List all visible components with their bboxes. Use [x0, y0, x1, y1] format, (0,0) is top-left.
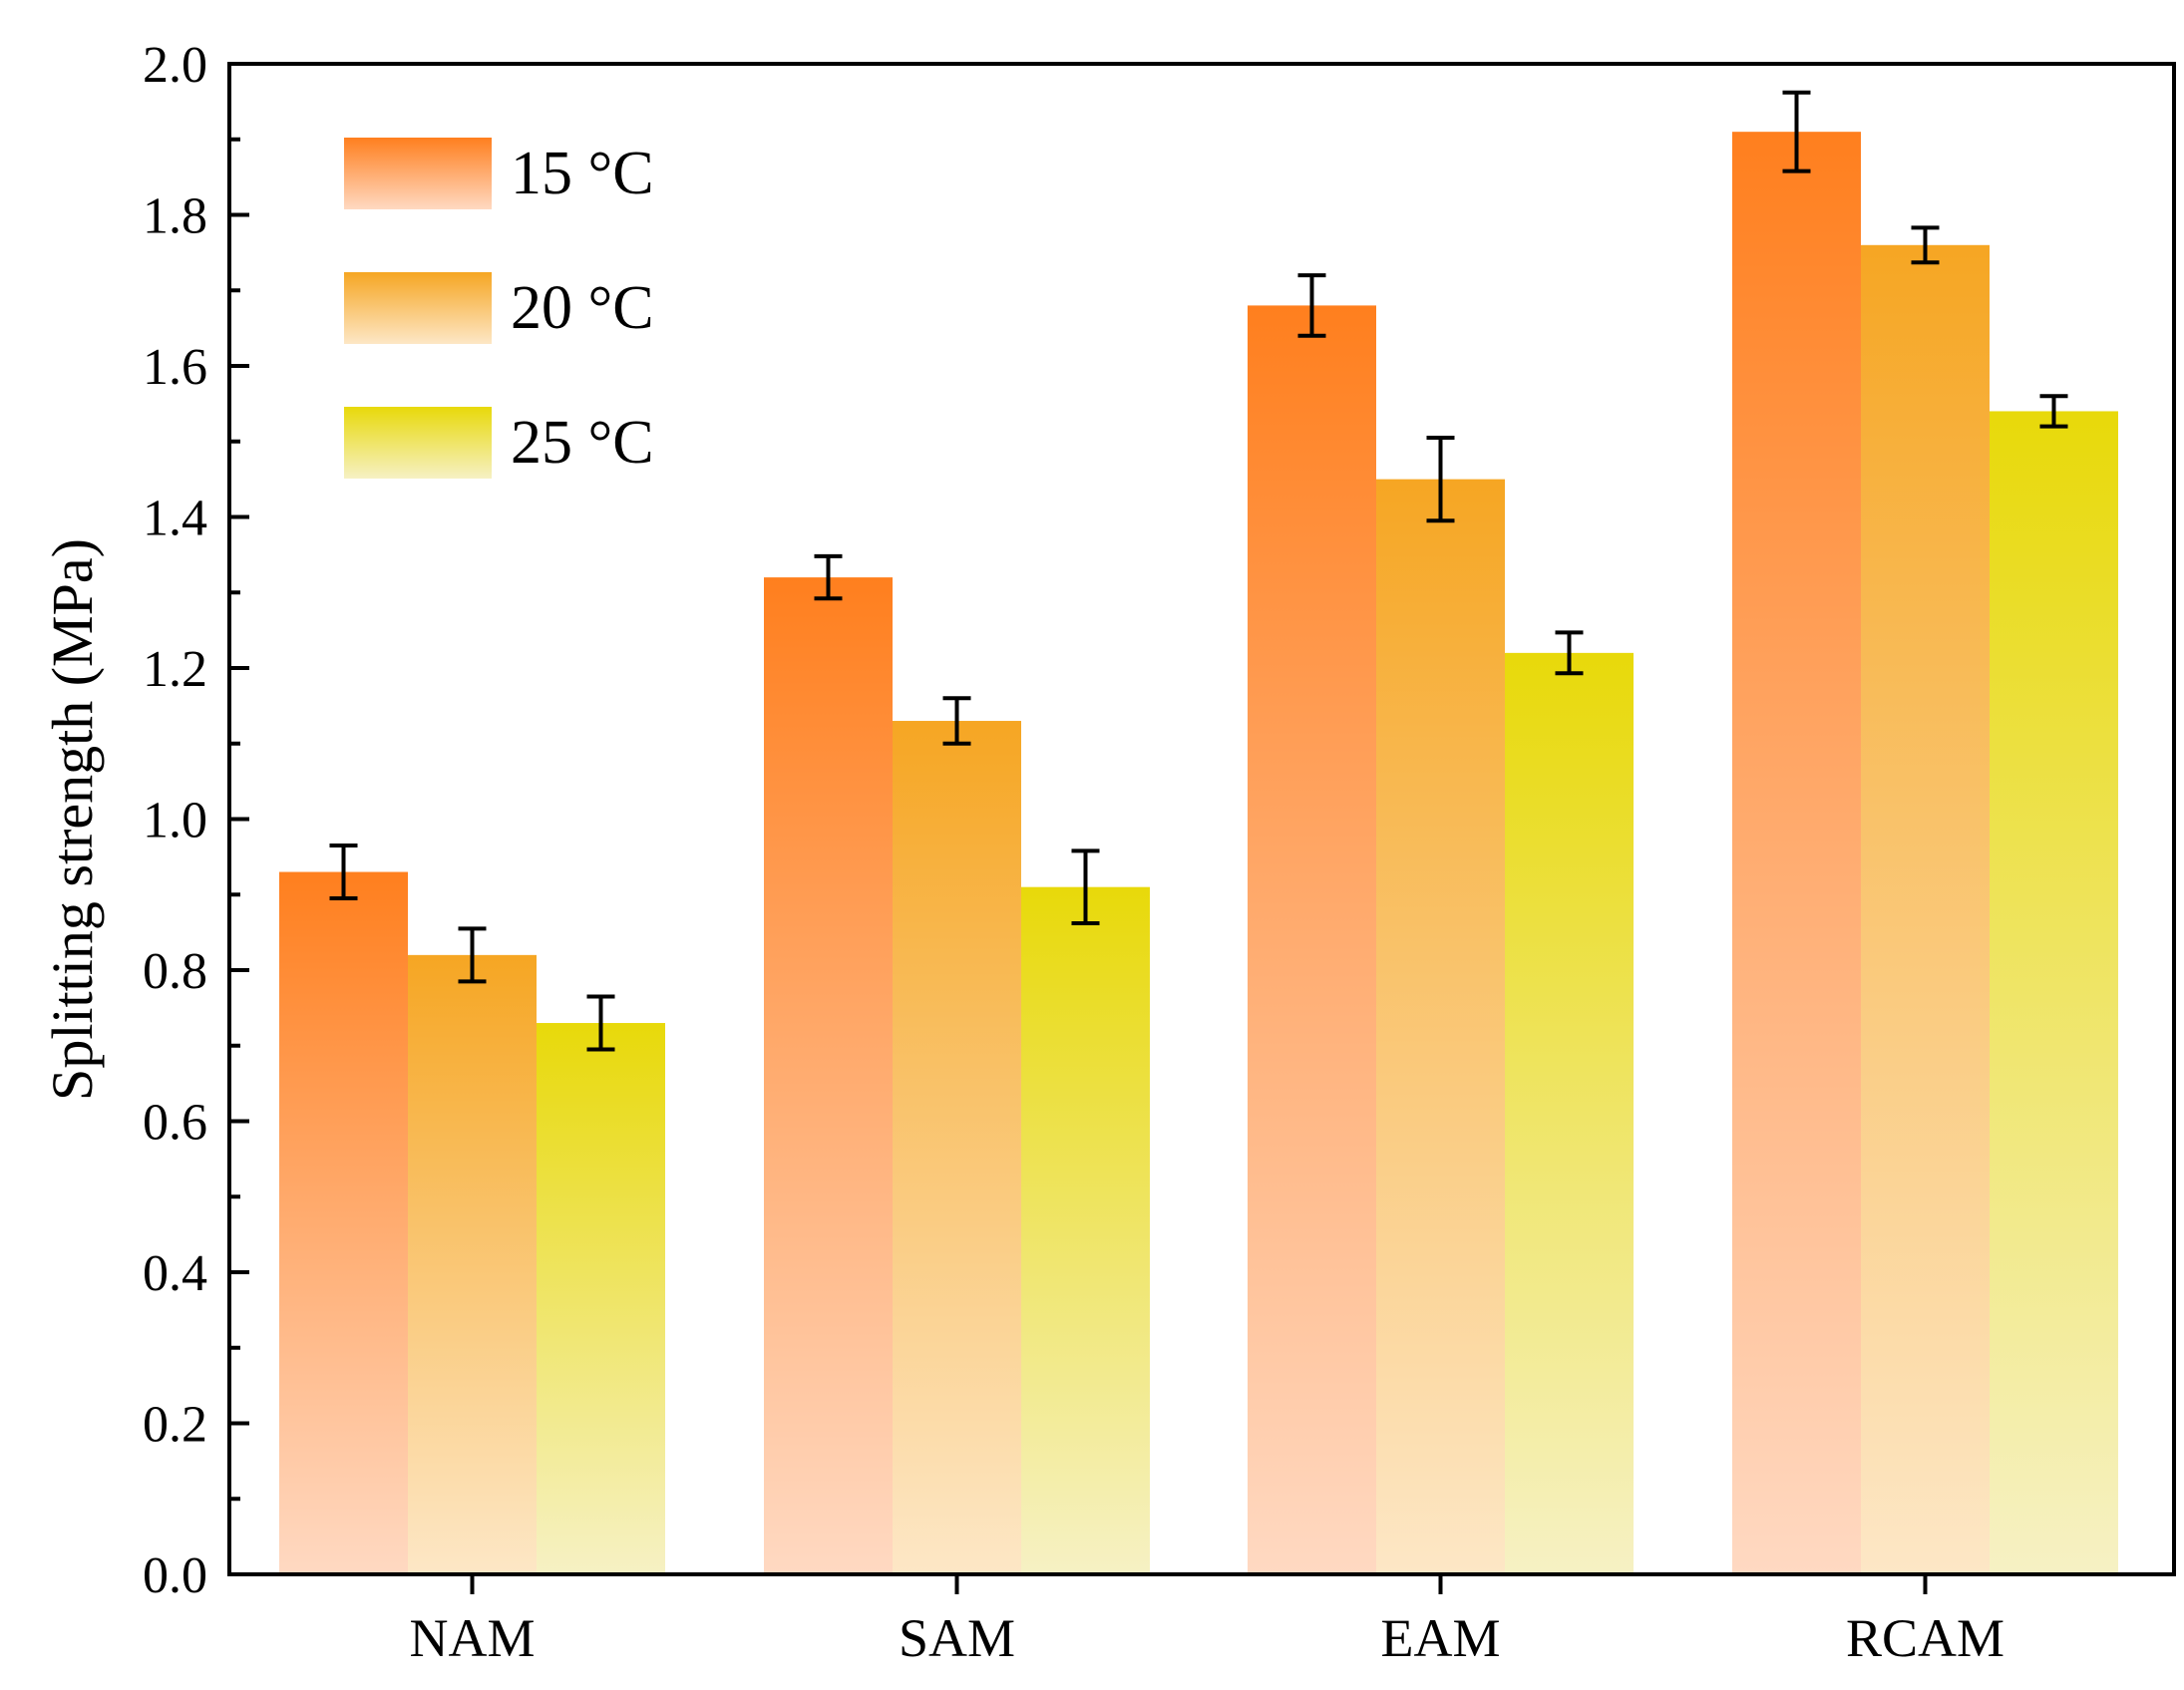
legend-label: 20 °C — [511, 274, 654, 342]
bar-eam-1 — [1248, 305, 1376, 1574]
y-tick-label: 2.0 — [143, 37, 207, 94]
error-bars-layer — [329, 90, 2068, 1052]
y-tick-label: 0.8 — [143, 943, 207, 1000]
y-tick-label: 1.6 — [143, 339, 207, 396]
x-category-label: RCAM — [1846, 1608, 2004, 1668]
x-category-label: NAM — [409, 1608, 535, 1668]
legend-item: 15 °C — [344, 138, 654, 209]
error-bar — [814, 553, 843, 601]
error-bar — [458, 926, 487, 984]
y-tick-label: 0.0 — [143, 1547, 207, 1604]
legend-label: 25 °C — [511, 409, 654, 477]
error-bar — [1782, 90, 1811, 173]
legend-item: 20 °C — [344, 272, 654, 344]
y-tick-label: 1.2 — [143, 641, 207, 698]
bar-eam-2 — [1376, 479, 1505, 1574]
legend-swatch — [344, 138, 492, 209]
legend-swatch — [344, 407, 492, 479]
error-bar — [942, 696, 971, 746]
x-axis-category-labels: NAM SAM EAM RCAM — [409, 1574, 2004, 1668]
legend-swatch — [344, 272, 492, 344]
bars-layer — [279, 132, 2118, 1575]
error-bar — [1297, 273, 1326, 338]
legend-label: 15 °C — [511, 140, 654, 207]
y-tick-label: 0.4 — [143, 1245, 207, 1302]
y-tick-label: 0.6 — [143, 1095, 207, 1152]
error-bar — [1911, 225, 1940, 265]
error-bar — [1555, 630, 1584, 676]
bar-nam-2 — [408, 954, 537, 1574]
bar-nam-1 — [279, 871, 408, 1574]
bar-sam-3 — [1021, 886, 1150, 1574]
error-bar — [1426, 435, 1455, 523]
error-bar — [586, 994, 615, 1052]
y-tick-label: 1.4 — [143, 491, 207, 547]
error-bar — [1071, 848, 1100, 926]
y-tick-label: 0.2 — [143, 1397, 207, 1454]
bar-sam-1 — [764, 577, 893, 1574]
legend-item: 25 °C — [344, 407, 654, 479]
y-tick-label: 1.0 — [143, 793, 207, 849]
error-bar — [329, 844, 358, 901]
legend: 15 °C 20 °C 25 °C — [344, 138, 654, 479]
bar-eam-3 — [1505, 652, 1634, 1574]
bar-nam-3 — [537, 1023, 665, 1574]
y-tick-label: 1.8 — [143, 188, 207, 245]
bar-rcam-1 — [1732, 132, 1861, 1574]
y-axis-ticks: 0.0 0.2 0.4 0.6 0.8 1.0 1.2 1.4 1.6 1.8 2.0 — [143, 37, 249, 1604]
bar-sam-2 — [893, 721, 1021, 1574]
x-category-label: EAM — [1381, 1608, 1501, 1668]
x-category-label: SAM — [899, 1608, 1015, 1668]
bar-rcam-2 — [1861, 244, 1990, 1574]
bar-rcam-3 — [1990, 411, 2118, 1575]
y-axis-title: Splitting strength (MPa) — [40, 538, 105, 1101]
error-bar — [2039, 394, 2068, 429]
